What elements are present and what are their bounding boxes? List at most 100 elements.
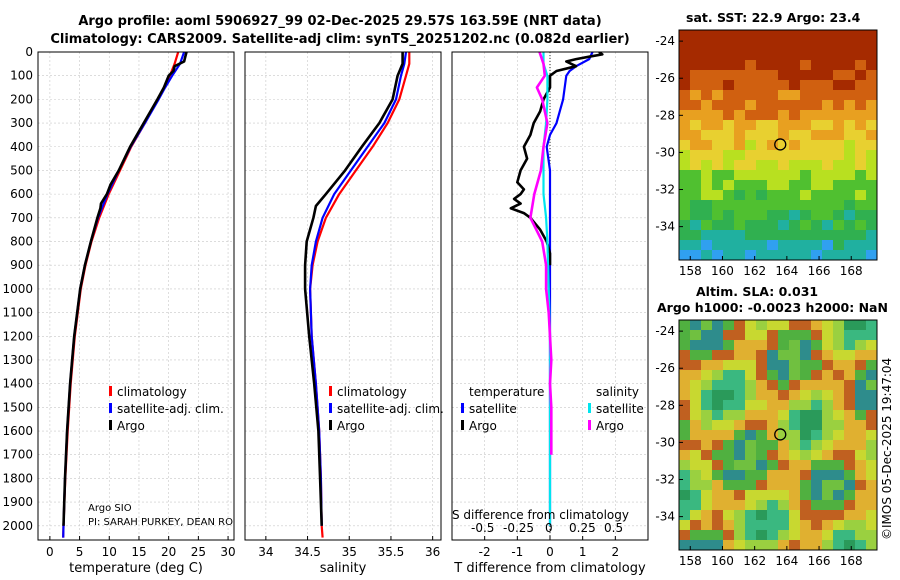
sla-cell: [833, 510, 845, 521]
sla-cell: [767, 500, 779, 511]
x-tick-label: 5: [76, 545, 84, 559]
sla-cell: [778, 420, 790, 431]
sla-cell: [855, 320, 867, 331]
sst-cell: [833, 90, 845, 101]
sla-cell: [855, 330, 867, 341]
x-tick-label: 0: [546, 545, 554, 559]
sla-cell: [866, 520, 878, 531]
sla-cell: [866, 370, 878, 381]
sla-cell: [833, 540, 845, 551]
sla-cell: [723, 460, 735, 471]
sla-cell: [679, 360, 691, 371]
sla-cell: [800, 500, 812, 511]
sla-cell: [712, 490, 724, 501]
sst-cell: [866, 160, 878, 171]
map-lat-label: -34: [655, 510, 675, 524]
sla-cell: [789, 510, 801, 521]
sla-cell: [778, 430, 790, 441]
sst-cell: [822, 170, 834, 181]
sla-cell: [712, 330, 724, 341]
sla-cell: [690, 520, 702, 531]
sst-cell: [866, 220, 878, 231]
sst-cell: [844, 130, 856, 141]
sla-cell: [734, 330, 746, 341]
sla-cell: [844, 360, 856, 371]
sla-cell: [679, 410, 691, 421]
sla-cell: [734, 420, 746, 431]
sla-cell: [723, 390, 735, 401]
sla-cell: [822, 470, 834, 481]
sst-cell: [690, 210, 702, 221]
sla-cell: [811, 380, 823, 391]
sst-cell: [723, 110, 735, 121]
sst-cell: [855, 30, 867, 41]
sst-cell: [778, 30, 790, 41]
map-lat-label: -28: [655, 398, 675, 412]
sst-cell: [811, 80, 823, 91]
sst-cell: [679, 40, 691, 51]
sst-cell: [866, 190, 878, 201]
sst-cell: [833, 190, 845, 201]
sst-cell: [756, 220, 768, 231]
sla-cell: [822, 360, 834, 371]
sla-cell: [833, 480, 845, 491]
sla-cell: [822, 440, 834, 451]
sla-cell: [701, 370, 713, 381]
sst-cell: [800, 220, 812, 231]
sst-cell: [822, 80, 834, 91]
sst-cell: [866, 40, 878, 51]
sla-cell: [778, 460, 790, 471]
sst-cell: [767, 110, 779, 121]
sla-cell: [800, 430, 812, 441]
sla-cell: [822, 490, 834, 501]
sst-cell: [690, 60, 702, 71]
sla-cell: [767, 490, 779, 501]
legend-swatch-argo: [329, 420, 332, 430]
sla-cell: [800, 360, 812, 371]
sla-cell: [723, 340, 735, 351]
sla-cell: [800, 380, 812, 391]
sst-cell: [756, 170, 768, 181]
sla-cell: [844, 470, 856, 481]
sla-cell: [844, 400, 856, 411]
sst-cell: [734, 70, 746, 81]
x-tick-label: -1: [511, 545, 523, 559]
sst-cell: [778, 140, 790, 151]
sst-cell: [811, 250, 823, 261]
sla-cell: [789, 460, 801, 471]
sla-cell: [745, 510, 757, 521]
sla-cell: [701, 540, 713, 551]
sst-cell: [811, 180, 823, 191]
map-lat-label: -32: [655, 473, 675, 487]
sla-cell: [756, 380, 768, 391]
sst-cell: [701, 180, 713, 191]
sla-cell: [811, 320, 823, 331]
sst-cell: [734, 120, 746, 131]
sla-cell: [745, 410, 757, 421]
sla-cell: [822, 320, 834, 331]
sst-cell: [767, 50, 779, 61]
sla-cell: [690, 490, 702, 501]
sla-cell: [679, 390, 691, 401]
sla-cell: [822, 480, 834, 491]
sla-cell: [778, 540, 790, 551]
sst-cell: [679, 90, 691, 101]
sst-cell: [712, 40, 724, 51]
sla-cell: [701, 450, 713, 461]
sla-cell: [745, 460, 757, 471]
sla-cell: [822, 540, 834, 551]
sst-cell: [811, 70, 823, 81]
sla-cell: [778, 510, 790, 521]
sst-cell: [767, 130, 779, 141]
sla-cell: [690, 400, 702, 411]
sst-cell: [745, 70, 757, 81]
sla-cell: [800, 450, 812, 461]
sla-cell: [745, 520, 757, 531]
sla-cell: [712, 500, 724, 511]
y-tick-label: 400: [10, 140, 33, 154]
sst-cell: [855, 80, 867, 91]
sst-cell: [866, 50, 878, 61]
x-axis-label: T difference from climatology: [453, 561, 646, 576]
map-lon-label: 162: [743, 554, 766, 568]
sst-cell: [734, 230, 746, 241]
